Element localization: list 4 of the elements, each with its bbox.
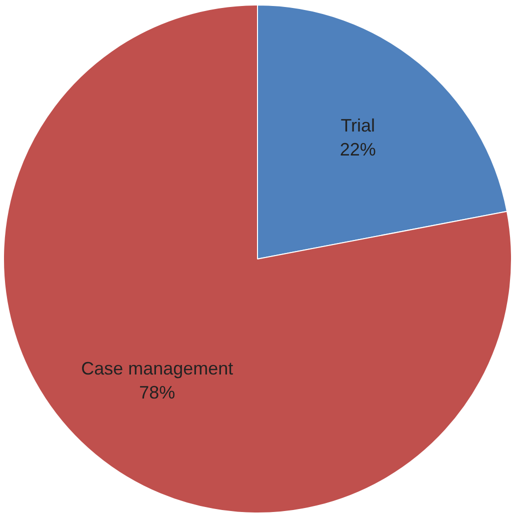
slice-label: Case management xyxy=(81,358,234,378)
slice-label: Trial xyxy=(340,116,376,136)
data-label: 22% xyxy=(340,140,376,160)
data-label: 78% xyxy=(139,382,176,402)
